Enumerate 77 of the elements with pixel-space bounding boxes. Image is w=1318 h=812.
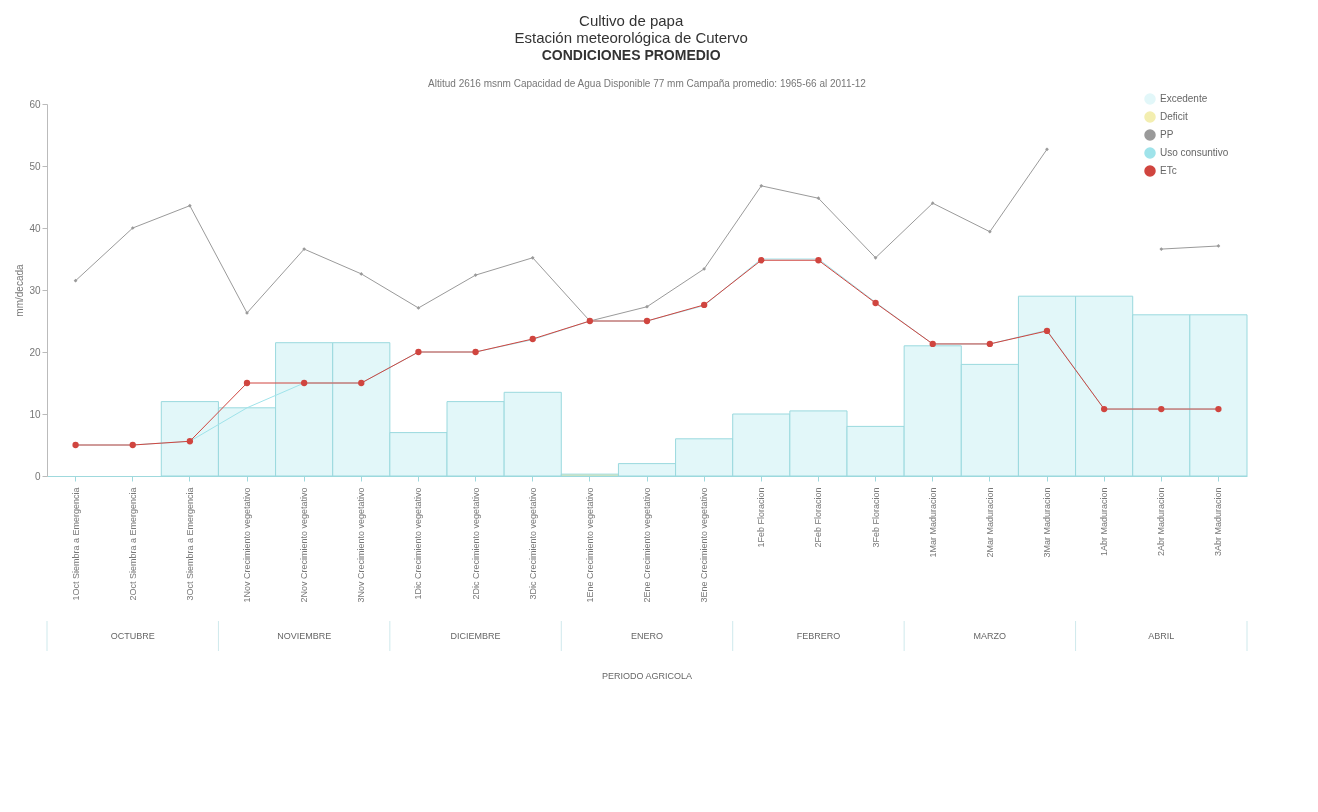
x-tick-label: 3Nov Crecimiento vegetativo xyxy=(356,487,367,603)
point xyxy=(872,299,879,307)
x-tick-label: 1Abr Maduracion xyxy=(1099,487,1110,557)
point xyxy=(873,255,878,260)
x-tick-label: 3Mar Maduracion xyxy=(1042,487,1052,558)
y-tick-label: 60 xyxy=(29,98,41,110)
x-tick-label: 3Abr Maduracion xyxy=(1213,487,1224,557)
x-tick-label: 1Ene Crecimiento vegetativo xyxy=(584,487,595,603)
point xyxy=(359,272,364,276)
point xyxy=(986,340,994,348)
point xyxy=(1045,147,1049,152)
text: OCTUBRE xyxy=(110,631,155,641)
point xyxy=(758,257,765,264)
point xyxy=(645,304,649,309)
x-tick-label: 2Abr Maduracion xyxy=(1156,487,1167,557)
legend-label: PP xyxy=(1160,129,1174,140)
x-tick-label: 3Dic Crecimiento vegetativo xyxy=(527,487,538,600)
point xyxy=(1043,327,1051,335)
point xyxy=(186,438,194,445)
text: DICIEMBRE xyxy=(450,631,501,641)
point xyxy=(472,348,479,356)
x-tick-label: 1Feb Floracion xyxy=(756,487,767,548)
x-tick-label: 3Feb Floracion xyxy=(870,487,881,548)
x-tick-label: 3Ene Crecimiento vegetativo xyxy=(699,487,710,603)
point xyxy=(1100,405,1108,413)
legend-label: Uso consuntivo xyxy=(1160,147,1229,158)
x-tick-label: 1Oct Siembra a Emergencia xyxy=(70,487,81,601)
chart-title: Cultivo de papa Estación meteorológica de Cutervo xyxy=(514,12,748,46)
point xyxy=(1159,247,1164,251)
point xyxy=(929,340,936,348)
x-tick-label: 1Nov Crecimiento vegetativo xyxy=(242,487,252,603)
point xyxy=(700,301,708,309)
legend-label: Deficit xyxy=(1160,111,1188,122)
point xyxy=(529,335,536,343)
point xyxy=(72,441,79,449)
x-tick-label: 2Feb Floracion xyxy=(813,487,824,548)
point xyxy=(816,196,821,201)
point xyxy=(473,273,478,277)
chart-subtitle: CONDICIONES PROMEDIO xyxy=(541,47,721,63)
y-axis-title: mm/decada xyxy=(14,263,26,317)
text: MARZO xyxy=(973,631,1007,641)
point xyxy=(987,229,992,234)
y-tick-label: 20 xyxy=(29,346,41,358)
legend-label: ETc xyxy=(1160,165,1177,176)
y-tick-label: 0 xyxy=(34,470,41,482)
x-tick-label: 1Dic Crecimiento vegetativo xyxy=(413,487,424,600)
point xyxy=(815,257,822,264)
point xyxy=(300,379,308,387)
y-tick-label: 10 xyxy=(29,408,41,420)
y-tick-label: 40 xyxy=(29,222,41,234)
y-tick-label: 50 xyxy=(29,160,41,172)
point xyxy=(415,348,422,356)
y-tick-label: 30 xyxy=(29,284,41,296)
point xyxy=(187,203,192,208)
point xyxy=(358,379,365,387)
point xyxy=(129,441,136,449)
text: NOVIEMBRE xyxy=(277,631,332,641)
x-tick-label: 2Nov Crecimiento vegetativo xyxy=(299,487,310,603)
point xyxy=(416,306,421,310)
text: Altitud 2616 msnm Capacidad de Agua Disponible 77 mm Campaña promedio: 1965-66 al 2011-12 xyxy=(428,78,867,89)
x-tick-label: 2Dic Crecimiento vegetativo xyxy=(470,487,481,600)
x-tick-label: 2Ene Crecimiento vegetativo xyxy=(642,487,652,603)
point xyxy=(1216,244,1221,248)
text: ABRIL xyxy=(1148,631,1175,641)
point xyxy=(643,317,651,325)
x-tick-label: 2Oct Siembra a Emergencia xyxy=(127,487,138,601)
legend-label: Excedente xyxy=(1160,93,1208,104)
point xyxy=(1215,405,1222,413)
point xyxy=(1158,405,1165,413)
text: ENERO xyxy=(630,631,664,641)
x-tick-label: 3Oct Siembra a Emergencia xyxy=(184,487,195,601)
point xyxy=(243,379,251,387)
text: FEBRERO xyxy=(796,631,841,641)
text: PERIODO AGRICOLA xyxy=(601,671,693,681)
point xyxy=(130,226,135,230)
x-tick-label: 1Mar Maduracion xyxy=(927,487,938,558)
x-tick-label: 2Mar Maduracion xyxy=(984,487,995,558)
